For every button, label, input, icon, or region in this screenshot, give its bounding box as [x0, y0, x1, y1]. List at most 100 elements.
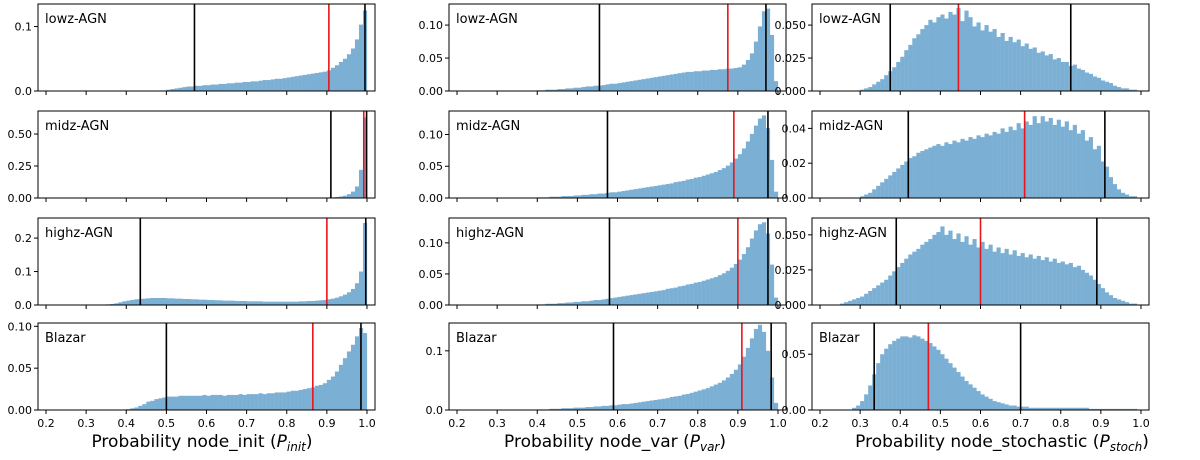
hist-bar [1000, 253, 1005, 305]
hist-bar [1120, 300, 1126, 305]
hist-bar [673, 287, 678, 305]
hist-bar [226, 300, 231, 305]
hist-bar [968, 384, 973, 410]
x-tick-label: 0.7 [1012, 417, 1030, 430]
panel-title: highz-AGN [819, 226, 887, 241]
y-tick-label: 0.02 [782, 157, 807, 170]
hist-bar [565, 196, 570, 198]
hist-bar [1068, 407, 1073, 410]
hist-bar [884, 178, 889, 198]
hist-bar [737, 259, 743, 305]
hist-bar [928, 343, 933, 410]
y-tick-label: 0.050 [775, 19, 807, 32]
hist-bar [162, 297, 167, 305]
hist-bar [306, 300, 311, 305]
hist-bar [960, 21, 965, 91]
hist-bar [681, 180, 686, 198]
hist-bar [721, 273, 726, 305]
hist-bar [334, 297, 340, 305]
hist-bar [936, 349, 941, 410]
hist-bar [924, 340, 929, 410]
hist-bar [194, 299, 199, 305]
hist-bar [952, 367, 957, 410]
hist-bar [1008, 36, 1013, 91]
panel-title: Blazar [45, 331, 86, 346]
hist-bar [944, 142, 949, 198]
hist-bar [545, 303, 550, 305]
hist-bar [761, 11, 767, 91]
y-tick-label: 0.025 [775, 52, 807, 65]
hist-bar [314, 385, 319, 410]
hist-bar [765, 8, 771, 91]
hist-bar [242, 81, 247, 91]
x-tick-label: 0.7 [238, 417, 256, 430]
hist-bar [186, 298, 191, 305]
hist-bar [896, 338, 901, 410]
hist-bar [158, 398, 163, 410]
y-tick-label: 0.05 [419, 268, 444, 281]
hist-bar [737, 154, 743, 198]
hist-bar [158, 297, 163, 305]
hist-bar [625, 81, 630, 91]
hist-bar [709, 278, 714, 305]
hist-bar [657, 185, 662, 198]
hist-bar [1112, 184, 1118, 198]
panel-title: midz-AGN [456, 119, 520, 134]
hist-bar [876, 363, 881, 410]
hist-bar [1112, 297, 1118, 305]
hist-bar [597, 406, 602, 410]
y-tick-label: 0.025 [775, 264, 807, 277]
hist-bar [334, 65, 340, 91]
x-tick-label: 1.0 [358, 417, 376, 430]
hist-bar [892, 67, 897, 91]
hist-bar [138, 405, 143, 410]
hist-bar [1076, 68, 1081, 91]
hist-bar [1064, 62, 1069, 91]
y-tick-label: 0.1 [15, 266, 33, 279]
hist-bar [669, 183, 674, 198]
hist-bar [565, 302, 570, 305]
hist-bar [569, 88, 574, 91]
hist-bar [649, 291, 654, 305]
hist-bar [346, 292, 352, 305]
hist-bar [956, 142, 961, 198]
hist-bar [864, 293, 869, 305]
hist-bar [246, 394, 251, 410]
hist-bar [689, 71, 694, 91]
hist-bar [354, 336, 360, 410]
hist-bar [1132, 408, 1138, 410]
hist-bar [749, 133, 755, 198]
hist-bar [1096, 408, 1102, 410]
hist-bar [1068, 262, 1073, 305]
hist-bar [908, 157, 913, 198]
hist-bar [569, 408, 574, 410]
hist-bar [892, 340, 897, 410]
hist-bar [1088, 275, 1093, 305]
hist-bar [577, 407, 582, 410]
hist-bar [944, 234, 949, 305]
hist-bar [334, 371, 340, 410]
hist-bar [705, 70, 710, 91]
hist-bar [577, 195, 582, 198]
hist-bar [1108, 295, 1114, 305]
hist-bar [601, 405, 606, 410]
hist-bar [573, 301, 578, 305]
hist-bar [262, 301, 267, 305]
hist-bar [964, 236, 969, 305]
hist-bar [250, 81, 255, 91]
hist-bar [701, 280, 706, 305]
hist-bar [134, 299, 139, 305]
hist-bar [729, 373, 734, 410]
y-tick-label: 0.00 [782, 192, 807, 205]
hist-bar [1092, 279, 1097, 305]
hist-bar [286, 391, 291, 410]
hist-bar [1132, 303, 1138, 305]
hist-bar [585, 194, 590, 198]
x-tick-label: 0.2 [37, 417, 55, 430]
hist-bar [773, 402, 779, 410]
hist-bar [1036, 407, 1041, 410]
hist-bar [1124, 194, 1130, 198]
hist-bar [964, 381, 969, 410]
hist-bar [286, 301, 291, 305]
